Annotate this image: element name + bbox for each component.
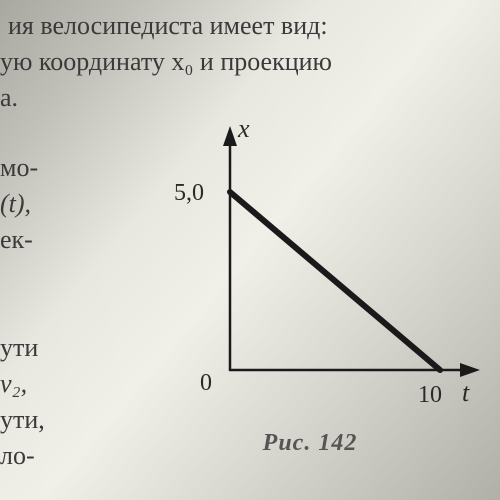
text-fragment: (t),: [0, 186, 31, 221]
text-fragment: v₂,: [0, 366, 27, 401]
text-fragment: ло-: [0, 438, 35, 473]
chart-svg: [210, 120, 490, 420]
x-axis-label: t: [462, 378, 469, 408]
position-time-chart: x 5,0 0 10 t Рис. 142: [210, 120, 490, 420]
text-fragment: ути,: [0, 402, 45, 437]
text-fragment: ия велосипедиста имеет вид:: [8, 8, 328, 43]
y-axis-label: x: [238, 114, 250, 144]
figure-caption: Рис. 142: [170, 430, 450, 457]
text-fragment: ую координату x₀ и проекцию: [0, 44, 332, 79]
y-tick-label: 5,0: [174, 180, 204, 207]
text-fragment: а.: [0, 80, 18, 115]
text-fragment: мо-: [0, 150, 38, 185]
text-fragment: ек-: [0, 222, 33, 257]
x-tick-label: 10: [418, 382, 442, 409]
origin-label: 0: [200, 370, 212, 397]
text-fragment: ути: [0, 330, 38, 365]
